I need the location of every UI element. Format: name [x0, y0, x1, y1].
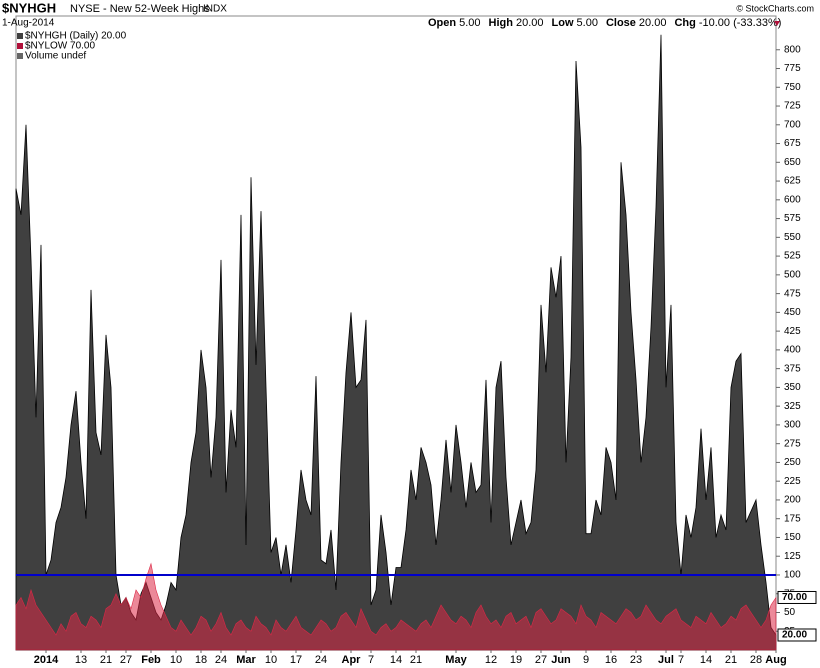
- y-tick-label: 525: [784, 251, 801, 262]
- x-tick-label: 21: [100, 654, 112, 666]
- area: [15, 562, 777, 651]
- x-tick-label: Apr: [342, 654, 362, 666]
- y-tick-label: 500: [784, 269, 801, 280]
- y-tick-label: 575: [784, 213, 801, 224]
- y-tick-label: 250: [784, 457, 801, 468]
- y-tick-label: 775: [784, 63, 801, 74]
- x-tick-label: 17: [290, 654, 302, 666]
- y-tick-label: 375: [784, 363, 801, 374]
- x-tick-label: 24: [215, 654, 227, 666]
- y-tick-label: 225: [784, 476, 801, 487]
- y-tick-label: 275: [784, 438, 801, 449]
- x-tick-label: 16: [605, 654, 617, 666]
- x-tick-label: 7: [678, 654, 684, 666]
- series-name: NYSE - New 52-Week Highs: [70, 3, 210, 15]
- ohlc-label: Chg: [674, 17, 695, 29]
- x-tick-label: 9: [583, 654, 589, 666]
- x-tick-label: Mar: [236, 654, 256, 666]
- y-tick-label: 50: [784, 607, 796, 618]
- y-tick-label: 400: [784, 345, 801, 356]
- y-tick-label: 125: [784, 551, 801, 562]
- x-tick-label: 2014: [34, 654, 59, 666]
- legend-entry: Volume undef: [25, 51, 86, 62]
- y-tick-label: 175: [784, 513, 801, 524]
- ohlc: Open 5.00 High 20.00 Low 5.00 Close 20.00 Chg -10…: [428, 17, 781, 29]
- y-tick-label: 150: [784, 532, 801, 543]
- ohlc-label: Low: [552, 17, 574, 29]
- date: 1-Aug-2014: [2, 18, 55, 29]
- legend-entry: $NYHGH (Daily) 20.00: [25, 31, 127, 42]
- y-tick-label: 300: [784, 420, 801, 431]
- legend-swatch: [17, 53, 23, 59]
- y-tick-label: 650: [784, 157, 801, 168]
- x-tick-label: 23: [630, 654, 642, 666]
- y-tick-label: 475: [784, 288, 801, 299]
- y-tick-label: 700: [784, 119, 801, 130]
- y-tick-label: 550: [784, 232, 801, 243]
- x-tick-label: 10: [265, 654, 277, 666]
- x-tick-label: Feb: [141, 654, 161, 666]
- ohlc-value: 5.00: [459, 17, 480, 29]
- y-tick-label: 100: [784, 570, 801, 581]
- x-tick-label: 27: [535, 654, 547, 666]
- y-tick-label: 750: [784, 82, 801, 93]
- x-tick-label: 24: [315, 654, 327, 666]
- legend-entry: $NYLOW 70.00: [25, 41, 95, 52]
- x-tick-label: 18: [195, 654, 207, 666]
- x-tick-label: Jul: [658, 654, 674, 666]
- x-tick-label: 12: [485, 654, 497, 666]
- ohlc-value: -10.00 (-33.33%): [699, 17, 782, 29]
- credit: © StockCharts.com: [736, 3, 814, 13]
- ohlc-value: 5.00: [577, 17, 598, 29]
- symbol: $NYHGH: [2, 0, 56, 15]
- ohlc-value: 20.00: [639, 17, 667, 29]
- y-tick-label: 350: [784, 382, 801, 393]
- x-tick-label: 14: [390, 654, 402, 666]
- x-tick-label: 19: [510, 654, 522, 666]
- x-tick-label: 7: [368, 654, 374, 666]
- x-tick-label: 21: [725, 654, 737, 666]
- y-tick-label: 425: [784, 326, 801, 337]
- last-value-label: 20.00: [782, 630, 807, 641]
- down-arrow: [774, 21, 780, 26]
- y-tick-label: 800: [784, 44, 801, 55]
- exchange: INDX: [203, 4, 227, 15]
- x-tick-label: 21: [410, 654, 422, 666]
- x-tick-label: Aug: [765, 654, 786, 666]
- y-tick-label: 675: [784, 138, 801, 149]
- legend-swatch: [17, 33, 23, 39]
- x-tick-label: 28: [750, 654, 762, 666]
- x-tick-label: 27: [120, 654, 132, 666]
- ohlc-label: Open: [428, 17, 456, 29]
- last-value-box: [777, 590, 817, 604]
- y-tick-label: 325: [784, 401, 801, 412]
- x-tick-label: 10: [170, 654, 182, 666]
- y-tick-label: 450: [784, 307, 801, 318]
- y-tick-label: 725: [784, 101, 801, 112]
- x-tick-label: Jun: [551, 654, 571, 666]
- x-tick-label: 13: [75, 654, 87, 666]
- y-tick-label: 625: [784, 176, 801, 187]
- last-value-label: 70.00: [782, 592, 807, 603]
- ohlc-label: Close: [606, 17, 636, 29]
- y-tick-label: 600: [784, 194, 801, 205]
- x-tick-label: May: [445, 654, 467, 666]
- ohlc-value: 20.00: [516, 17, 544, 29]
- ohlc-label: High: [489, 17, 514, 29]
- legend-swatch: [17, 43, 23, 49]
- last-value-box: [777, 628, 817, 642]
- x-tick-label: 14: [700, 654, 712, 666]
- y-tick-label: 200: [784, 495, 801, 506]
